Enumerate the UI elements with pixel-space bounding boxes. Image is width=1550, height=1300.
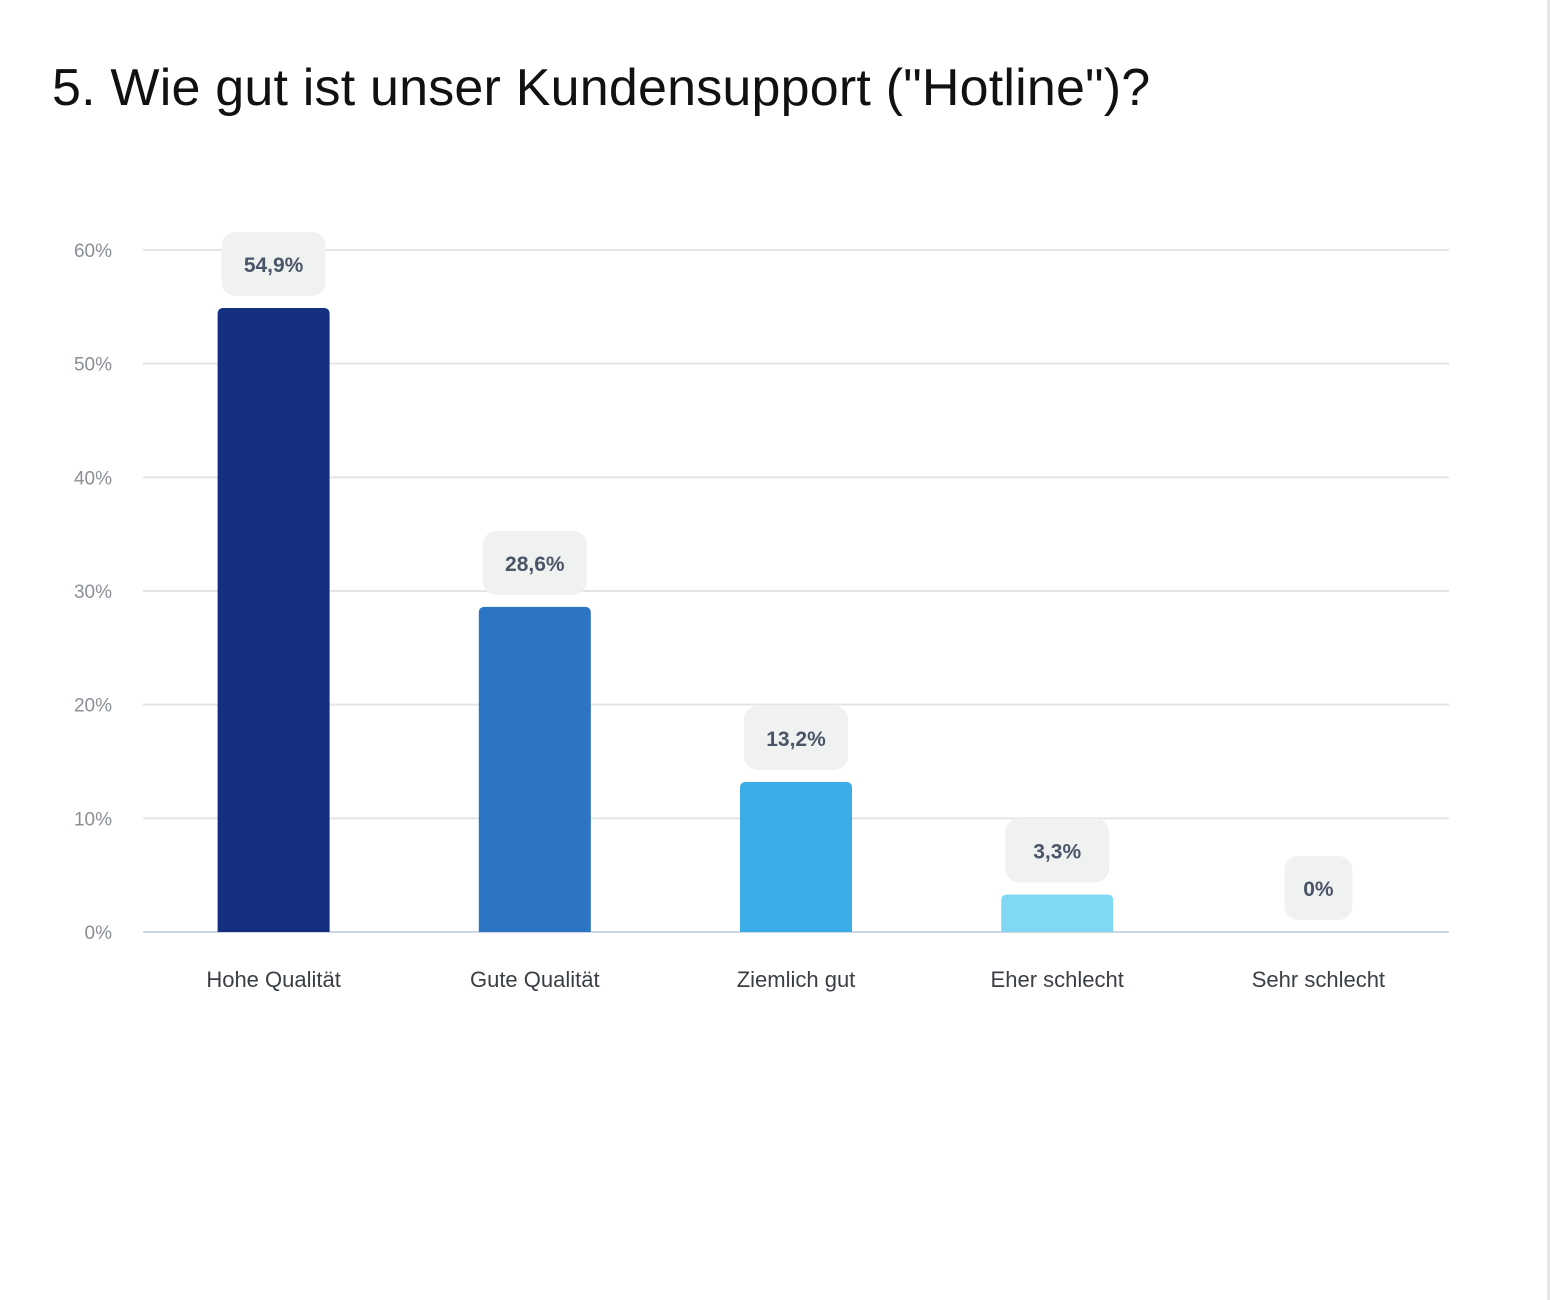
y-tick-label: 40% [74,468,112,489]
data-label: 0% [1303,878,1334,901]
bar [740,781,852,932]
data-label-background [744,705,848,770]
data-label: 3,3% [1033,840,1081,863]
data-label-background [1005,818,1110,883]
x-axis-tick-layer: Hohe Qualität Gute Qualität Ziemlich gut Eh… [206,967,1385,992]
data-label: 54,9% [244,254,304,277]
panel-right-border [1547,0,1550,1300]
y-tick-label: 20% [74,696,112,717]
data-label: 28,6% [505,553,565,576]
x-tick-label: Hohe Qualität [206,967,341,992]
grid-layer: 0% 10% 20% 30% 40% 50% 60% [74,241,1449,944]
x-tick-label: Eher schlecht [991,967,1124,992]
bar [217,307,330,933]
data-label: 13,2% [766,728,826,751]
data-label-background [482,530,587,595]
data-label-background [221,231,326,296]
data-label-layer: 54,9% 28,6% 13,2% 3,3% 0% [221,231,1353,920]
x-tick-label: Sehr schlecht [1252,967,1385,992]
data-label-background [1284,856,1353,920]
y-tick-label: 30% [74,582,112,603]
chart-title: 5. Wie gut ist unser Kundensupport ("Hot… [52,59,1151,117]
y-tick-label: 0% [85,923,113,944]
y-tick-label: 60% [74,241,112,262]
x-tick-label: Gute Qualität [470,967,600,992]
bar-layer [217,307,1114,933]
bar [1001,894,1114,932]
y-tick-label: 50% [74,355,112,376]
bar [478,606,591,932]
x-tick-label: Ziemlich gut [737,967,856,992]
y-tick-label: 10% [74,809,112,830]
